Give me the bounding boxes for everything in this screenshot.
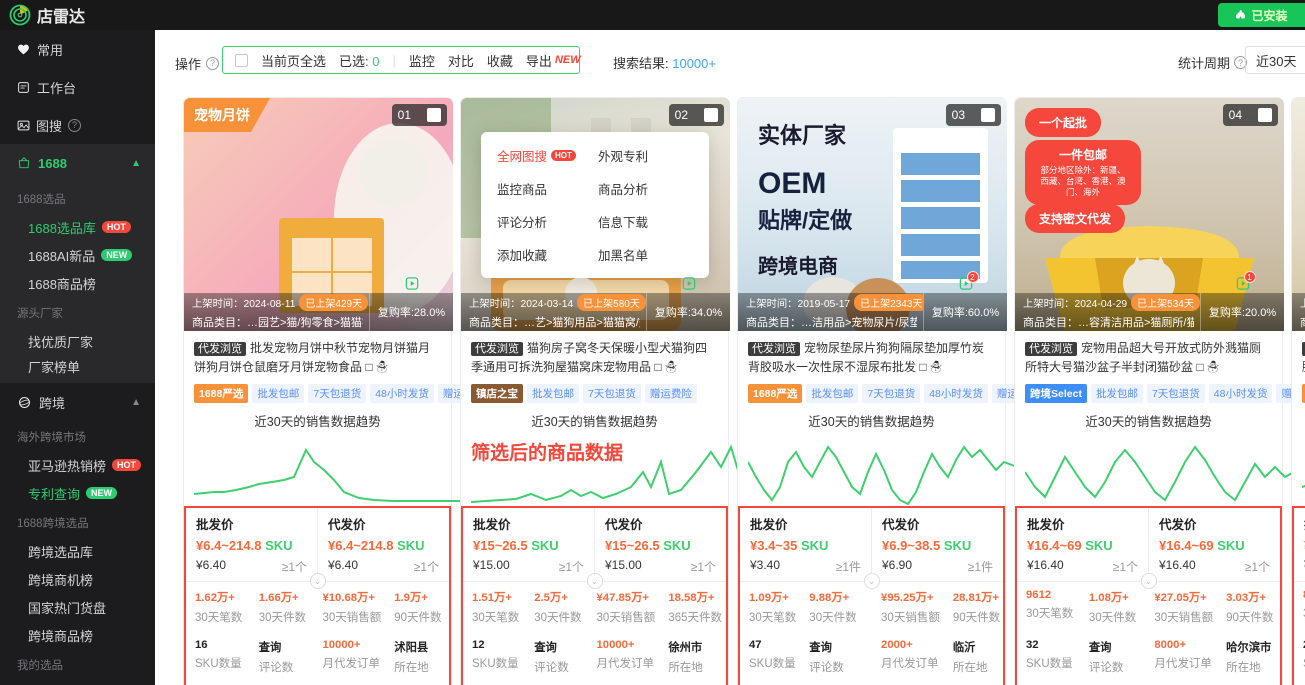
svg-text:贴牌/定做: 贴牌/定做 bbox=[758, 208, 853, 233]
svg-text:OEM: OEM bbox=[758, 167, 826, 200]
svg-text:实体厂家: 实体厂家 bbox=[758, 123, 847, 148]
svg-text:跨境电商: 跨境电商 bbox=[758, 254, 838, 278]
